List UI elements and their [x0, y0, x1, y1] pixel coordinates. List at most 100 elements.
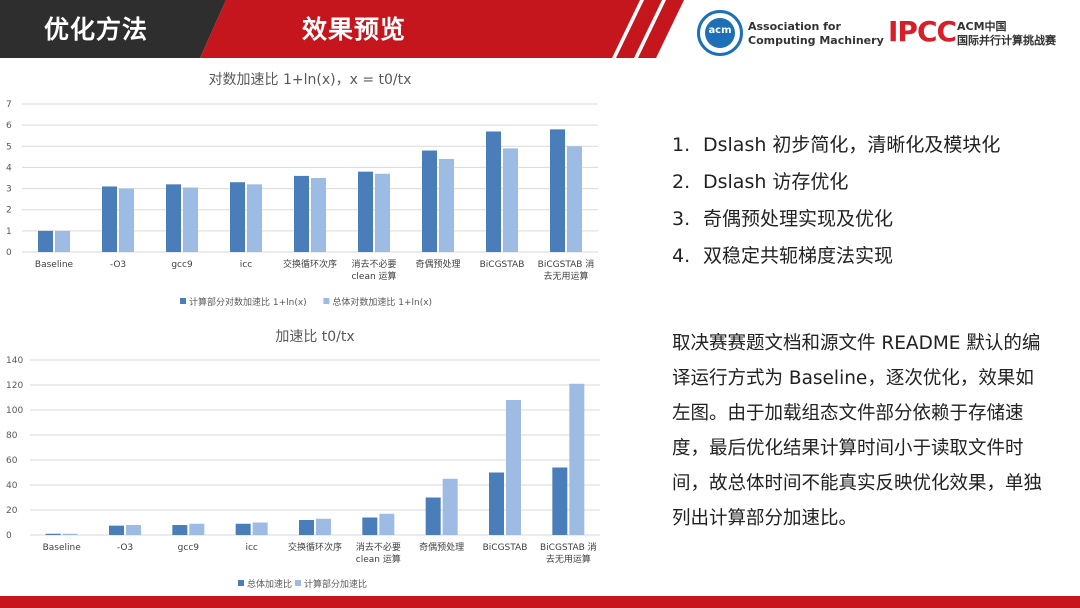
header-stripe-2	[638, 0, 684, 58]
legend-swatch	[180, 298, 186, 304]
bar	[189, 523, 205, 535]
acm-logo-icon: acm	[697, 10, 743, 56]
bar	[109, 525, 124, 535]
list-item-number: 2.	[672, 171, 691, 193]
list-item-text: 奇偶预处理实现及优化	[703, 208, 894, 230]
bar	[183, 187, 198, 252]
legend-label: 计算部分对数加速比 1+ln(x)	[189, 296, 307, 308]
bar	[119, 188, 134, 252]
list-item-number: 4.	[672, 245, 691, 267]
y-tick-label: 7	[6, 100, 12, 110]
acm-logo-text: acm	[708, 25, 732, 36]
x-tick-label: icc	[245, 543, 257, 553]
chart-title: 加速比 t0/tx	[275, 329, 354, 345]
list-item: 3. 奇偶预处理实现及优化	[672, 205, 1000, 242]
bar	[550, 129, 565, 252]
bar	[62, 533, 78, 535]
bar	[38, 230, 53, 252]
header-stripe-1	[616, 0, 662, 58]
list-item: 1. Dslash 初步简化，清晰化及模块化	[672, 131, 1000, 168]
x-tick-label: icc	[240, 260, 252, 270]
ipcc-name-line2: 国际并行计算挑战赛	[957, 34, 1056, 47]
bar	[252, 522, 268, 535]
bar	[425, 497, 441, 535]
x-tick-label: 交换循环次序	[283, 258, 337, 270]
y-tick-label: 0	[6, 531, 12, 541]
y-tick-label: 60	[6, 456, 18, 466]
header-dark-section	[0, 0, 226, 58]
bar	[247, 184, 262, 252]
y-tick-label: 0	[6, 248, 12, 258]
x-tick-label: Baseline	[35, 260, 74, 270]
x-tick-label: Baseline	[43, 543, 82, 553]
list-item-number: 3.	[672, 208, 691, 230]
bar	[311, 178, 326, 252]
bar	[552, 467, 568, 535]
slide-header: 优化方法 效果预览 acm Association for Computing …	[0, 0, 1080, 58]
legend-label: 计算部分加速比	[304, 578, 367, 590]
log-speedup-chart: 对数加速比 1+ln(x)，x = t0/tx 0 1 2 3 4 5 6 7 Baseline -…	[6, 72, 598, 308]
bar	[362, 517, 378, 535]
list-item-text: Dslash 访存优化	[703, 171, 849, 193]
bar	[102, 186, 117, 252]
ipcc-name-line1: ACM中国	[957, 20, 1007, 33]
legend-swatch	[238, 580, 244, 586]
x-tick-label: BiCGSTAB	[480, 260, 525, 270]
bar	[486, 131, 501, 252]
x-tick-label: BiCGSTAB 消去无用运算	[538, 258, 595, 282]
bar	[55, 230, 70, 252]
y-tick-label: 40	[6, 481, 18, 491]
x-tick-label: -O3	[110, 260, 126, 270]
bar	[316, 518, 331, 535]
x-tick-label: BiCGSTAB	[483, 543, 528, 553]
description-paragraph: 取决赛赛题文档和源文件 README 默认的编译运行方式为 Baseline，逐…	[672, 333, 1043, 529]
x-tick-label: 奇偶预处理	[419, 541, 464, 553]
y-tick-label: 20	[6, 506, 18, 516]
bar	[172, 525, 188, 535]
ipcc-name: ACM中国 国际并行计算挑战赛	[957, 20, 1056, 48]
y-tick-label: 120	[6, 381, 23, 391]
bar	[379, 513, 395, 535]
bar	[358, 171, 373, 252]
y-tick-label: 2	[6, 206, 12, 216]
bar	[375, 173, 390, 252]
list-item-text: 双稳定共轭梯度法实现	[703, 245, 894, 267]
legend-label: 总体对数加速比 1+ln(x)	[332, 296, 432, 308]
header-banner	[0, 0, 684, 58]
y-tick-label: 80	[6, 431, 18, 441]
bar	[506, 400, 521, 535]
x-tick-label: 交换循环次序	[288, 541, 342, 553]
acm-name: Association for Computing Machinery	[748, 20, 884, 48]
y-tick-label: 4	[6, 163, 12, 173]
bar	[166, 184, 181, 252]
list-item: 4. 双稳定共轭梯度法实现	[672, 242, 1000, 279]
x-tick-label: 消去不必要 clean 运算	[356, 541, 401, 565]
x-tick-label: BiCGSTAB 消去无用运算	[540, 541, 597, 565]
bar	[569, 383, 585, 535]
legend-swatch	[323, 298, 330, 304]
x-tick-label: -O3	[117, 543, 133, 553]
optimization-list: 1. Dslash 初步简化，清晰化及模块化 2. Dslash 访存优化 3. 奇偶…	[672, 131, 1000, 279]
bar	[422, 150, 437, 252]
legend-label: 总体加速比	[247, 578, 292, 590]
y-tick-label: 140	[6, 356, 23, 366]
y-tick-label: 1	[6, 227, 12, 237]
chart-title: 对数加速比 1+ln(x)，x = t0/tx	[209, 72, 412, 88]
bar	[299, 520, 314, 535]
acm-name-line2: Computing Machinery	[748, 34, 884, 47]
y-tick-label: 5	[6, 142, 12, 152]
list-item-number: 1.	[672, 134, 691, 156]
bar	[567, 146, 582, 252]
tab-optimization-methods: 优化方法	[44, 15, 149, 44]
bar	[489, 472, 504, 535]
bar	[230, 182, 245, 252]
list-item: 2. Dslash 访存优化	[672, 168, 1000, 205]
bar	[439, 158, 454, 252]
bar	[45, 533, 61, 535]
x-tick-label: gcc9	[178, 543, 200, 553]
y-tick-label: 6	[6, 121, 12, 131]
bar	[235, 523, 251, 535]
bar	[126, 525, 141, 535]
tab-results-preview: 效果预览	[302, 15, 407, 44]
ipcc-logo: IPCC	[888, 15, 957, 48]
